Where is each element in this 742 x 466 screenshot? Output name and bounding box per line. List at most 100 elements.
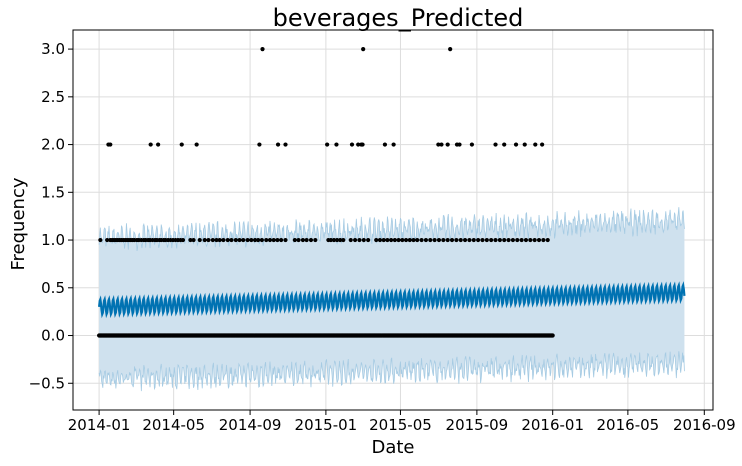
observed-point: [528, 237, 533, 243]
observed-point: [448, 46, 453, 52]
observed-point: [334, 142, 339, 147]
observed-point: [229, 237, 234, 243]
observed-point: [403, 237, 409, 243]
observed-point: [156, 142, 161, 147]
observed-point: [328, 237, 333, 243]
observed-point: [449, 237, 455, 243]
observed-point: [541, 237, 546, 243]
observed-point: [267, 237, 273, 243]
observed-point: [148, 142, 153, 147]
observed-point: [331, 237, 337, 243]
observed-point: [334, 237, 340, 243]
observed-point: [377, 237, 383, 243]
observed-point: [513, 142, 519, 147]
observed-point: [349, 142, 355, 147]
observed-point: [360, 142, 365, 147]
observed-point: [523, 237, 529, 243]
observed-point: [441, 237, 446, 243]
observed-point: [188, 237, 193, 243]
observed-point: [191, 237, 196, 243]
y-tick-label: 1.5: [41, 183, 65, 201]
observed-point: [489, 237, 494, 243]
observed-point: [357, 237, 362, 243]
observed-point: [206, 237, 211, 243]
x-tick-label: 2015-09: [446, 416, 509, 434]
observed-point: [411, 237, 416, 243]
observed-point: [476, 237, 481, 243]
observed-point: [296, 237, 301, 243]
observed-point: [439, 142, 444, 147]
observed-point: [221, 237, 226, 243]
observed-point: [493, 237, 498, 243]
observed-point: [392, 237, 397, 243]
observed-point: [423, 237, 429, 243]
observed-point: [197, 237, 202, 243]
observed-point: [341, 237, 346, 243]
observed-point: [283, 142, 288, 147]
observed-point: [237, 237, 242, 243]
y-tick-label: 2.0: [41, 136, 65, 154]
x-tick-label: 2014-09: [219, 416, 282, 434]
y-tick-label: 1.0: [41, 231, 65, 249]
x-axis-ticks: 2014-01 2014-05 2014-09 2015-01 2015-05 2015-…: [68, 410, 736, 434]
observed-point: [519, 237, 524, 243]
observed-point: [454, 237, 459, 243]
observed-point: [400, 237, 405, 243]
observed-point: [382, 142, 388, 147]
y-tick-label: 3.0: [41, 40, 65, 58]
observed-point: [105, 237, 110, 243]
observed-point: [374, 237, 379, 243]
observed-point: [506, 237, 511, 243]
observed-point: [180, 237, 186, 243]
observed-point: [241, 237, 246, 243]
observed-point: [300, 237, 305, 243]
observed-point: [540, 142, 545, 147]
observed-point: [432, 237, 437, 243]
observed-point: [502, 237, 507, 243]
observed-point: [471, 237, 476, 243]
y-tick-label: 0.0: [41, 327, 65, 345]
forecast-line: [98, 281, 686, 319]
observed-point: [202, 237, 207, 243]
lower-bound-line: [98, 351, 685, 392]
observed-point: [292, 237, 297, 243]
plot-border: [72, 29, 714, 411]
observed-point: [98, 237, 103, 243]
observed-point: [428, 237, 433, 243]
chart-title: beverages_Predicted: [273, 4, 524, 32]
observed-point: [536, 237, 542, 243]
observed-point: [385, 237, 390, 243]
observed-point: [179, 142, 184, 147]
observed-point: [361, 237, 366, 243]
observed-point: [469, 142, 475, 147]
observed-point: [381, 237, 386, 243]
observed-point: [252, 237, 258, 243]
yhat-series-line: [98, 281, 686, 319]
observed-point: [493, 142, 498, 147]
observed-point: [419, 237, 424, 243]
observed-point: [356, 142, 361, 147]
observed-point: [436, 237, 442, 243]
observed-point: [391, 142, 396, 147]
x-axis-label: Date: [371, 437, 414, 458]
observed-point: [304, 237, 309, 243]
observed-point: [259, 237, 264, 243]
observed-point: [396, 237, 401, 243]
observed-point: [532, 237, 537, 243]
x-tick-label: 2016-09: [673, 416, 736, 434]
observed-point: [445, 142, 450, 147]
observed-point: [458, 237, 463, 243]
upper-bound-line: [98, 207, 685, 251]
observed-point: [415, 237, 420, 243]
observed-point: [279, 237, 284, 243]
observed-point: [353, 237, 358, 243]
x-tick-label: 2014-05: [142, 416, 205, 434]
observed-point: [308, 237, 314, 243]
x-tick-label: 2016-05: [597, 416, 660, 434]
observed-point: [225, 237, 230, 243]
observed-point: [480, 237, 485, 243]
observed-point: [194, 142, 199, 147]
observed-point: [462, 237, 468, 243]
